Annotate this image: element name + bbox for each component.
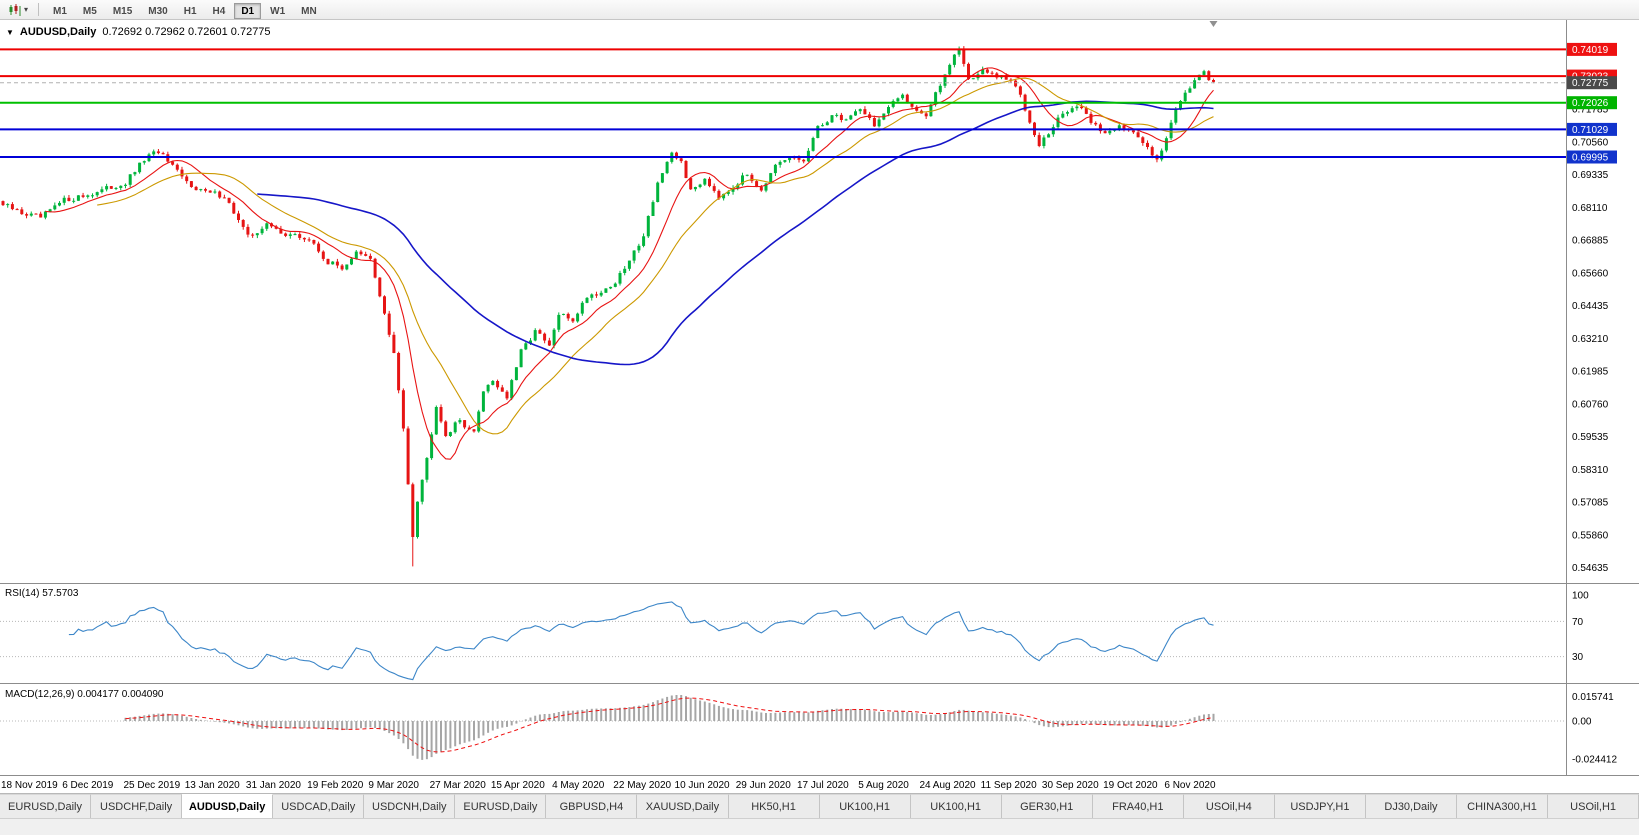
- svg-text:6 Nov 2020: 6 Nov 2020: [1164, 780, 1216, 791]
- svg-text:0.69335: 0.69335: [1572, 170, 1609, 181]
- svg-text:0.66885: 0.66885: [1572, 236, 1609, 247]
- svg-text:24 Aug 2020: 24 Aug 2020: [919, 780, 976, 791]
- svg-text:0.70560: 0.70560: [1572, 137, 1609, 148]
- svg-text:25 Dec 2019: 25 Dec 2019: [123, 780, 180, 791]
- toolbar: ▾ M1 M5 M15 M30 H1 H4 D1 W1 MN: [0, 0, 1639, 20]
- svg-text:0.58310: 0.58310: [1572, 465, 1609, 476]
- price-axis-badge-0.74019: 0.74019: [1567, 42, 1617, 56]
- chart-type-button[interactable]: ▾: [4, 1, 32, 18]
- price-axis-badge-0.69995: 0.69995: [1567, 150, 1617, 164]
- chart-tab-USOil-H4[interactable]: USOil,H4: [1183, 794, 1275, 818]
- svg-text:11 Sep 2020: 11 Sep 2020: [981, 780, 1037, 791]
- status-bar: [0, 818, 1639, 835]
- svg-text:18 Nov 2019: 18 Nov 2019: [1, 780, 58, 791]
- timeframe-button-M30[interactable]: M30: [141, 3, 174, 19]
- svg-text:0.57085: 0.57085: [1572, 498, 1609, 509]
- chart-canvas[interactable]: 0.71785 0.70560 0.69335 0.68110 0.66885 0.656…: [0, 20, 1639, 793]
- svg-text:0.65660: 0.65660: [1572, 268, 1609, 279]
- svg-text:30: 30: [1572, 652, 1584, 663]
- candlestick-chart-icon: [9, 3, 21, 16]
- svg-text:13 Jan 2020: 13 Jan 2020: [185, 780, 240, 791]
- timeframe-button-D1[interactable]: D1: [234, 2, 262, 19]
- svg-text:9 Mar 2020: 9 Mar 2020: [368, 780, 419, 791]
- price-axis-badge-0.71029: 0.71029: [1567, 122, 1617, 136]
- svg-text:0.64435: 0.64435: [1572, 301, 1609, 312]
- svg-text:100: 100: [1572, 591, 1589, 602]
- chart-tabbar: EURUSD,Daily USDCHF,Daily AUDUSD,Daily USDC…: [0, 793, 1639, 818]
- svg-text:22 May 2020: 22 May 2020: [613, 780, 671, 791]
- svg-text:0.71029: 0.71029: [1572, 125, 1609, 136]
- chart-tab-HK50-H1[interactable]: HK50,H1: [728, 794, 820, 818]
- svg-text:0.015741: 0.015741: [1572, 692, 1614, 703]
- candles-layer: [1, 46, 1215, 567]
- chart-tab-UK100-H1[interactable]: UK100,H1: [819, 794, 911, 818]
- svg-text:15 Apr 2020: 15 Apr 2020: [491, 780, 545, 791]
- svg-text:0.68110: 0.68110: [1572, 203, 1608, 214]
- moving-averages-layer: [45, 67, 1214, 460]
- svg-text:17 Jul 2020: 17 Jul 2020: [797, 780, 849, 791]
- chart-tab-FRA40-H1[interactable]: FRA40,H1: [1092, 794, 1184, 818]
- svg-text:30 Sep 2020: 30 Sep 2020: [1042, 780, 1099, 791]
- chart-tab-GBPUSD-H4[interactable]: GBPUSD,H4: [546, 794, 638, 818]
- svg-text:70: 70: [1572, 617, 1584, 628]
- svg-text:19 Feb 2020: 19 Feb 2020: [307, 780, 364, 791]
- price-axis-badge-0.72026: 0.72026: [1567, 96, 1617, 109]
- macd-histogram: [124, 695, 1215, 760]
- chart-tab-DJ30-Daily[interactable]: DJ30,Daily: [1365, 794, 1457, 818]
- macd-signal-line: [125, 697, 1214, 753]
- timeframe-button-H4[interactable]: H4: [206, 3, 233, 19]
- timeframe-button-M5[interactable]: M5: [76, 3, 104, 19]
- toolbar-separator: [38, 3, 40, 16]
- svg-text:4 May 2020: 4 May 2020: [552, 780, 605, 791]
- shift-marker-icon: [1209, 21, 1218, 27]
- dropdown-caret-icon: ▾: [24, 5, 29, 14]
- chart-tab-AUDUSD-Daily[interactable]: AUDUSD,Daily: [182, 794, 274, 818]
- svg-text:-0.024412: -0.024412: [1572, 755, 1617, 766]
- svg-text:0.72775: 0.72775: [1572, 78, 1609, 89]
- timeframe-button-H1[interactable]: H1: [177, 3, 204, 19]
- svg-text:0.71785: 0.71785: [1572, 105, 1609, 116]
- svg-text:0.55860: 0.55860: [1572, 530, 1609, 541]
- timeframe-button-W1[interactable]: W1: [263, 3, 292, 19]
- svg-text:0.63210: 0.63210: [1572, 334, 1609, 345]
- rsi-line: [68, 601, 1214, 681]
- chart-tab-USDCNH-Daily[interactable]: USDCNH,Daily: [364, 794, 456, 818]
- chart-tab-CHINA300-H1[interactable]: CHINA300,H1: [1457, 794, 1549, 818]
- chart-tab-USOil-H1[interactable]: USOil,H1: [1548, 794, 1639, 818]
- svg-text:0.00: 0.00: [1572, 717, 1592, 728]
- svg-text:0.61985: 0.61985: [1572, 367, 1609, 378]
- timeframe-button-group: M1 M5 M15 M30 H1 H4 D1 W1 MN: [45, 1, 325, 19]
- chart-tab-XAUUSD-Daily[interactable]: XAUUSD,Daily: [637, 794, 729, 818]
- timeframe-button-M1[interactable]: M1: [46, 3, 74, 19]
- timeframe-button-M15[interactable]: M15: [106, 3, 139, 19]
- svg-text:0.54635: 0.54635: [1572, 563, 1609, 574]
- svg-text:0.69995: 0.69995: [1572, 153, 1609, 164]
- timeframe-button-MN[interactable]: MN: [294, 3, 324, 19]
- svg-text:0.60760: 0.60760: [1572, 399, 1609, 410]
- chart-area[interactable]: 0.71785 0.70560 0.69335 0.68110 0.66885 0.656…: [0, 20, 1639, 793]
- svg-text:6 Dec 2019: 6 Dec 2019: [62, 780, 114, 791]
- svg-text:27 Mar 2020: 27 Mar 2020: [430, 780, 487, 791]
- svg-text:10 Jun 2020: 10 Jun 2020: [675, 780, 730, 791]
- chart-tab-EURUSD-Daily[interactable]: EURUSD,Daily: [455, 794, 547, 818]
- chart-tab-USDCAD-Daily[interactable]: USDCAD,Daily: [273, 794, 365, 818]
- svg-text:5 Aug 2020: 5 Aug 2020: [858, 780, 909, 791]
- chart-tab-USDCHF-Daily[interactable]: USDCHF,Daily: [91, 794, 183, 818]
- svg-text:0.74019: 0.74019: [1572, 45, 1609, 56]
- price-axis: 0.71785 0.70560 0.69335 0.68110 0.66885 0.656…: [1572, 105, 1617, 766]
- svg-text:0.59535: 0.59535: [1572, 432, 1609, 443]
- svg-text:31 Jan 2020: 31 Jan 2020: [246, 780, 301, 791]
- chart-tab-USDJPY-H1[interactable]: USDJPY,H1: [1274, 794, 1366, 818]
- svg-text:0.72026: 0.72026: [1572, 98, 1609, 109]
- svg-text:29 Jun 2020: 29 Jun 2020: [736, 780, 791, 791]
- chart-tab-GER30-H1[interactable]: GER30,H1: [1001, 794, 1093, 818]
- svg-text:19 Oct 2020: 19 Oct 2020: [1103, 780, 1158, 791]
- chart-tab-EURUSD-Daily[interactable]: EURUSD,Daily: [0, 794, 92, 818]
- time-axis: 18 Nov 2019 6 Dec 2019 25 Dec 2019 13 Jan 2…: [1, 780, 1216, 791]
- price-axis-badge-0.72775: 0.72775: [1567, 76, 1617, 90]
- chart-tab-UK100-H1[interactable]: UK100,H1: [910, 794, 1002, 818]
